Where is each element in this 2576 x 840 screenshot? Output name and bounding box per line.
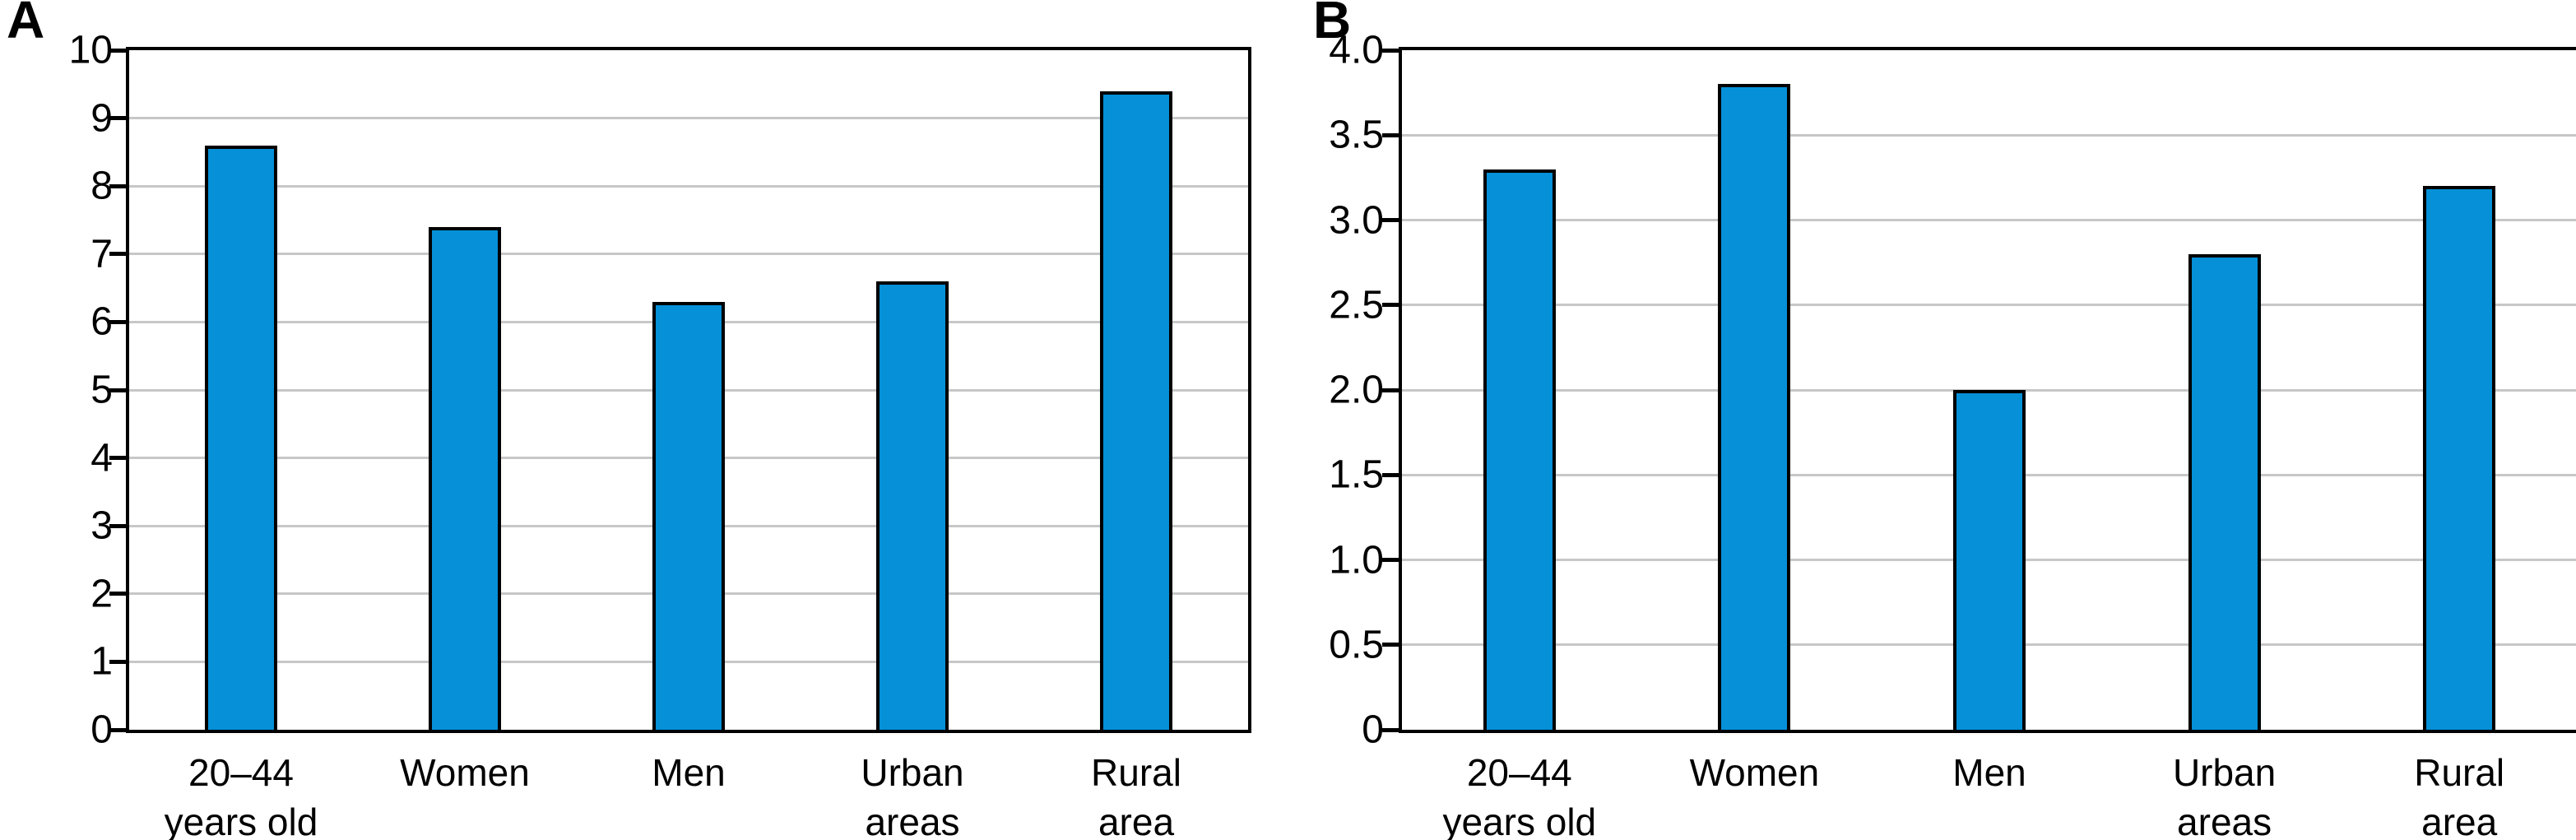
x-category-label-line: Men [1952, 751, 2026, 794]
y-tick-label: 6 [91, 299, 113, 344]
x-category-label-line: area [2421, 801, 2498, 840]
y-axis-tick [1382, 388, 1402, 392]
x-category-label: Men [1850, 748, 2129, 797]
y-tick-label: 1.5 [1329, 452, 1384, 497]
x-category-label: 20–44 years old [1380, 748, 1659, 840]
y-gridline [1402, 304, 2576, 307]
x-category-label-line: Urban [2172, 751, 2277, 794]
y-axis-tick [1382, 132, 1402, 137]
y-tick-label: 5 [91, 368, 113, 412]
y-axis-tick [109, 319, 129, 324]
y-gridline [129, 253, 1248, 256]
x-category-label: Women [1614, 748, 1894, 797]
bar-men [1953, 390, 2026, 730]
bar-20-44-years-old [1483, 169, 1556, 730]
x-category-label: Women [325, 748, 605, 797]
x-category-label-line: areas [865, 801, 960, 840]
bar-urban-areas [876, 281, 949, 730]
x-category-label-line: 20–44 [1466, 751, 1572, 794]
x-category-label-line: areas [2177, 801, 2272, 840]
x-category-label-line: 20–44 [188, 751, 294, 794]
y-axis-tick [109, 388, 129, 392]
y-axis-tick [1382, 218, 1402, 222]
panel-a-plot-area [126, 47, 1251, 733]
x-category-label-line: area [1098, 801, 1175, 840]
bar-20-44-years-old [205, 145, 277, 730]
panel-a-letter: A [7, 0, 45, 49]
bar-rural-area [1100, 90, 1172, 730]
x-category-label-line: years old [1442, 801, 1597, 840]
y-tick-label: 3.5 [1329, 113, 1384, 157]
y-axis-tick [1382, 48, 1402, 53]
y-tick-label: 10 [68, 28, 113, 72]
bar-women [1718, 84, 1791, 730]
y-gridline [1402, 133, 2576, 137]
x-category-label-line: Women [1689, 751, 1820, 794]
y-axis-tick [1382, 303, 1402, 308]
y-axis-tick [109, 659, 129, 664]
y-tick-label: 4.0 [1329, 28, 1384, 72]
bar-men [652, 301, 725, 730]
y-tick-label: 0.5 [1329, 623, 1384, 667]
y-tick-label: 3.0 [1329, 198, 1384, 242]
x-category-label-line: Urban [861, 751, 964, 794]
y-tick-label: 0 [91, 708, 113, 752]
y-tick-label: 2.5 [1329, 283, 1384, 327]
y-tick-label: 2 [91, 572, 113, 616]
y-gridline [129, 184, 1248, 188]
y-tick-label: 3 [91, 504, 113, 548]
panel-b-letter: B [1313, 0, 1352, 49]
y-axis-tick [109, 523, 129, 528]
y-tick-label: 1.0 [1329, 538, 1384, 582]
bar-rural-area [2423, 186, 2496, 730]
x-category-label-line: Men [652, 751, 726, 794]
x-category-label-line: Rural [2414, 751, 2505, 794]
x-category-label: Rural area [2319, 748, 2576, 840]
x-category-label-line: Women [400, 751, 530, 794]
y-axis-tick [109, 48, 129, 53]
y-axis-tick [109, 252, 129, 257]
x-category-label: Rural area [996, 748, 1276, 840]
y-tick-label: 1 [91, 639, 113, 684]
y-tick-label: 8 [91, 164, 113, 208]
y-axis-tick [109, 116, 129, 121]
y-tick-label: 4 [91, 436, 113, 480]
y-axis-tick [1382, 643, 1402, 647]
x-category-label: Urban areas [2085, 748, 2365, 840]
y-tick-label: 7 [91, 232, 113, 276]
x-category-label: Urban areas [773, 748, 1052, 840]
bar-women [429, 226, 501, 730]
x-category-label: 20–44 years old [101, 748, 381, 840]
y-axis-tick [109, 456, 129, 461]
y-tick-label: 9 [91, 96, 113, 141]
x-category-label-line: years old [164, 801, 318, 840]
bar-urban-areas [2188, 253, 2261, 730]
y-axis-tick [1382, 727, 1402, 732]
panel-b-plot-area [1399, 47, 2576, 733]
y-axis-tick [109, 592, 129, 596]
y-tick-label: 0 [1362, 708, 1384, 752]
y-axis-tick [1382, 472, 1402, 477]
y-axis-tick [109, 727, 129, 732]
x-category-label-line: Rural [1091, 751, 1181, 794]
y-axis-tick [1382, 558, 1402, 562]
y-tick-label: 2.0 [1329, 368, 1384, 412]
y-gridline [1402, 219, 2576, 221]
y-gridline [129, 117, 1248, 120]
x-category-label: Men [549, 748, 828, 797]
y-axis-tick [109, 183, 129, 188]
